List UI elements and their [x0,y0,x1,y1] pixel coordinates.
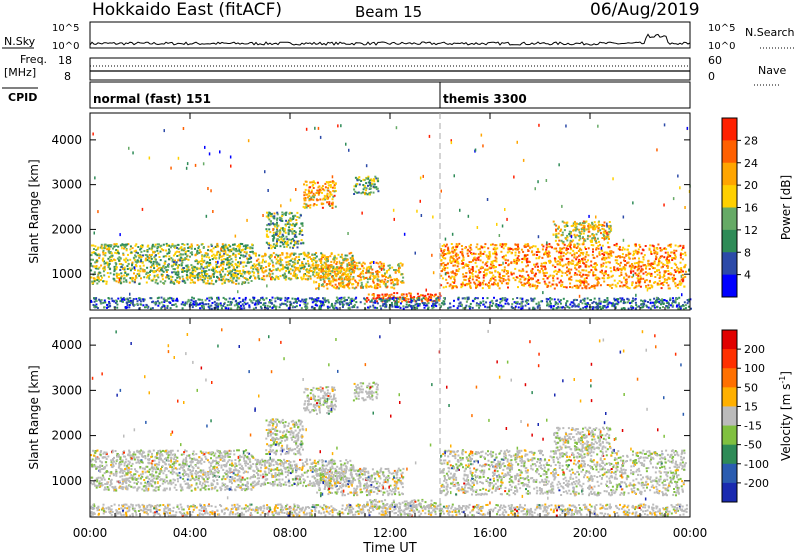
x-tick-label: 20:00 [573,526,608,540]
power-colorbar-segment [722,207,737,231]
velocity-colorbar-segment [722,425,737,446]
velocity-colorbar-frame [721,329,738,503]
power-ytick-label: 3000 [51,178,82,192]
power-colorbar-segment [722,229,737,253]
cpid-panel-frame [89,81,691,109]
power-colorbar-label: Power [dB] [779,175,793,240]
cpid-label: CPID [8,91,37,104]
power-colorbar-segment [722,185,737,208]
velocity-colorbar-segment [722,368,737,388]
power-ytick-label: 4000 [51,133,82,147]
noise-tick-left-bottom: 10^0 [52,41,79,52]
velocity-ytick-label: 2000 [51,429,82,443]
freq-label-line2: [MHz] [4,66,36,79]
freq-label-line1: Freq. [20,53,47,66]
velocity-colorbar-segment [722,463,737,484]
velocity-ylabel: Slant Range [km] [27,365,41,469]
power-panel: 1000 2000 3000 4000 Slant Range [km] 4 8 12 16 20… [27,112,793,311]
velocity-ytick-label: 4000 [51,338,82,352]
noise-trace [89,33,691,46]
plot-title: Hokkaido East (fitACF) [92,0,282,20]
power-colorbar-segment [722,162,737,186]
power-colorbar-tick-label: 12 [744,224,758,237]
velocity-colorbar-segment [722,349,737,369]
velocity-echo-cells [90,328,688,517]
cpid-segment-label: themis 3300 [443,92,527,106]
x-tick-label: 00:00 [73,526,108,540]
x-tick-label: 12:00 [373,526,408,540]
power-colorbar-tick-label: 28 [744,134,758,147]
nave-tick-bottom: 0 [708,70,715,83]
x-tick-label: 08:00 [273,526,308,540]
freq-tick-bottom: 8 [64,70,71,83]
noise-tick-right-top: 10^5 [708,23,735,34]
noise-sky-line [89,33,691,46]
velocity-colorbar-label: Velocity [m s-1] [778,371,793,461]
freq-tick-top: 18 [58,54,72,67]
noise-tick-right-bottom: 10^0 [708,41,735,52]
x-tick-label: 16:00 [473,526,508,540]
power-colorbar-segment [722,140,737,164]
velocity-colorbar-segment [722,406,737,427]
power-ytick-label: 2000 [51,222,82,236]
velocity-colorbar-tick-label: 15 [744,400,758,413]
noise-tick-left-top: 10^5 [52,23,79,34]
power-echo-cells [90,123,692,310]
x-tick-label: 00:00 [673,526,708,540]
power-colorbar-segment [722,252,737,276]
nsky-label: N.Sky [4,35,36,48]
velocity-colorbar-tick-label: 200 [744,343,765,356]
velocity-ytick-label: 3000 [51,383,82,397]
nave-tick-top: 60 [708,54,722,67]
velocity-colorbar-segment [722,330,737,350]
power-colorbar-segment [722,274,737,298]
power-colorbar-tick-label: 8 [744,246,751,259]
nsearch-label: N.Search [745,26,795,39]
x-axis-label: Time UT [362,541,416,554]
power-colorbar-tick-label: 20 [744,179,758,192]
power-colorbar-tick-label: 4 [744,269,751,282]
freq-panel-frame [89,57,691,81]
cpid-segments: normal (fast) 151 themis 3300 [93,82,527,108]
velocity-colorbar-tick-label: 50 [744,381,758,394]
noise-panel-frame [89,21,691,49]
velocity-colorbar-tick-label: -100 [744,458,769,471]
x-tick-label: 04:00 [173,526,208,540]
velocity-ytick-label: 1000 [51,474,82,488]
power-colorbar-tick-label: 16 [744,202,758,215]
velocity-panel: 1000 2000 3000 4000 Slant Range [km] 200 100 50… [27,317,793,518]
velocity-colorbar-tick-label: -200 [744,477,769,490]
velocity-colorbar-tick-label: 100 [744,362,765,375]
power-colorbar-segment [722,118,737,141]
power-ylabel: Slant Range [km] [27,159,41,263]
velocity-colorbar-segment [722,444,737,465]
cpid-segment-label: normal (fast) 151 [93,92,211,106]
power-ytick-label: 1000 [51,267,82,281]
nave-label: Nave [758,64,786,77]
date-label: 06/Aug/2019 [590,0,700,20]
velocity-colorbar-segment [722,387,737,407]
velocity-colorbar-segment [722,482,737,503]
velocity-colorbar-tick-label: -50 [744,439,762,452]
time-axis: 00:00 04:00 08:00 12:00 16:00 20:00 00:00 [73,113,708,540]
velocity-colorbar-tick-label: -15 [744,420,762,433]
beam-label: Beam 15 [355,3,422,21]
power-colorbar-tick-label: 24 [744,157,758,170]
